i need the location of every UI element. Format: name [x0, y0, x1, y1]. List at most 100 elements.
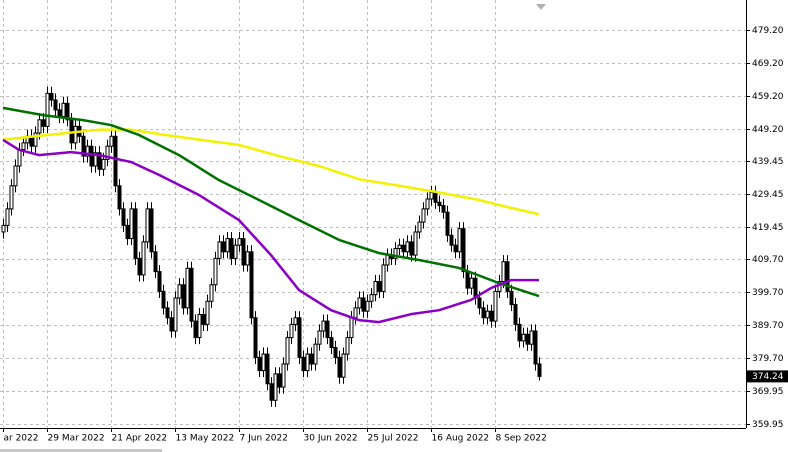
moving-average [2, 106, 540, 298]
candle-body [481, 307, 486, 319]
y-tick-label: 369.95 [752, 387, 784, 397]
candle-body [405, 241, 410, 253]
candle-body [489, 310, 494, 322]
candle-body [385, 254, 390, 266]
candle-body [293, 317, 298, 325]
candle-body [277, 373, 282, 388]
candle-body [321, 320, 326, 332]
y-tick-label: 399.70 [752, 288, 784, 298]
candle-body [465, 271, 470, 289]
candle-body [241, 238, 246, 266]
candle-body [61, 102, 66, 117]
candle-body [245, 251, 250, 266]
candle-body [325, 320, 330, 339]
x-tick-label: 25 Jul 2022 [368, 434, 419, 444]
candle-body [485, 310, 490, 319]
candle-body [513, 304, 518, 325]
candle-body [121, 208, 126, 226]
candle-body [413, 231, 418, 256]
candle-body [9, 185, 14, 210]
candle-body [329, 337, 334, 348]
candle-body [457, 228, 462, 253]
candle-body [113, 135, 118, 187]
candle-body [81, 135, 86, 157]
candle-body [397, 244, 402, 249]
candle-body [401, 244, 406, 253]
candle-body [117, 185, 122, 210]
current-price: 374.24 [752, 372, 784, 382]
candle-body [441, 205, 446, 213]
candle-body [381, 264, 386, 292]
candle-body [273, 373, 278, 401]
candle-body [353, 307, 358, 319]
candle-body [357, 297, 362, 309]
candle-body [85, 145, 90, 157]
candle-body [505, 261, 510, 292]
candle-body [301, 356, 306, 372]
candle-body [125, 224, 130, 240]
candle-body [209, 284, 214, 302]
candle-body [297, 317, 302, 358]
candle-body [189, 267, 194, 322]
candle-body [101, 158, 106, 170]
candle-body [417, 221, 422, 233]
candle-body [225, 238, 230, 253]
candle-body [477, 297, 482, 309]
candle-body [377, 280, 382, 292]
x-tick-label: ar 2022 [4, 434, 39, 444]
candle-body [137, 257, 142, 276]
candle-body [533, 330, 538, 365]
candle-body [173, 297, 178, 332]
candle-body [517, 323, 522, 342]
candle-body [289, 323, 294, 339]
candle-body [461, 228, 466, 273]
candle-body [37, 119, 42, 134]
candle-body [433, 191, 438, 203]
candle-body [369, 294, 374, 302]
candle-body [57, 109, 62, 117]
candle-body [285, 337, 290, 365]
candle-body [21, 142, 26, 150]
candle-body [217, 241, 222, 259]
candle-body [205, 300, 210, 325]
candle-body [449, 234, 454, 246]
candle-body [233, 244, 238, 259]
candle-body [153, 251, 158, 273]
candle-body [185, 267, 190, 309]
candle-body [197, 313, 202, 339]
x-tick-label: 16 Aug 2022 [432, 434, 490, 444]
moving-average [2, 138, 539, 324]
candle-body [409, 241, 414, 256]
candle-body [33, 132, 38, 147]
y-tick-label: 439.45 [752, 157, 784, 167]
candle-body [53, 99, 58, 111]
candle-body [145, 208, 150, 243]
y-tick-label: 409.70 [752, 255, 784, 265]
candle-body [429, 191, 434, 200]
y-tick-label: 469.20 [752, 59, 784, 69]
candle-body [305, 353, 310, 372]
candle-body [525, 333, 530, 345]
candle-body [165, 307, 170, 319]
y-tick-label: 359.95 [752, 420, 784, 430]
candle-body [237, 238, 242, 246]
candle-body [365, 300, 370, 312]
candle-body [169, 317, 174, 332]
candle-body [337, 356, 342, 378]
candle-body [309, 353, 314, 365]
x-tick-label: 8 Sep 2022 [496, 434, 547, 444]
y-tick-label: 479.20 [752, 26, 784, 36]
candle-body [313, 343, 318, 365]
candle-body [349, 317, 354, 339]
candle-body [345, 337, 350, 355]
candle-body [537, 363, 542, 377]
candle-body [393, 247, 398, 259]
y-tick-label: 449.20 [752, 125, 784, 135]
candle-body [17, 148, 22, 167]
candle-body [157, 271, 162, 292]
candle-body [473, 277, 478, 299]
candle-body [213, 257, 218, 286]
candle-body [529, 330, 534, 345]
